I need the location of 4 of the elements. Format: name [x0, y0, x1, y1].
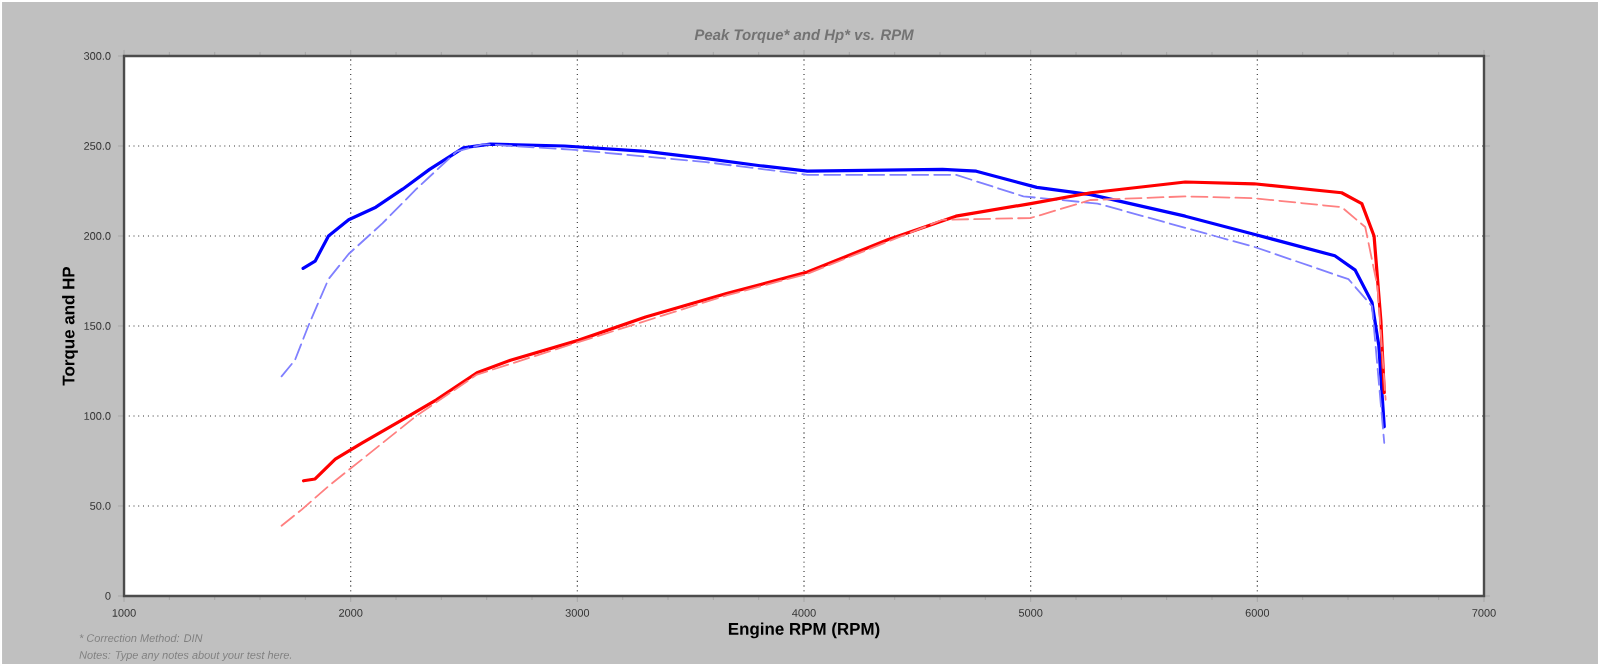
y-axis-title: Torque and HP	[62, 267, 78, 386]
line-series	[280, 195, 1387, 527]
line-series	[301, 180, 1386, 483]
x-axis-title: Engine RPM (RPM)	[728, 622, 880, 639]
